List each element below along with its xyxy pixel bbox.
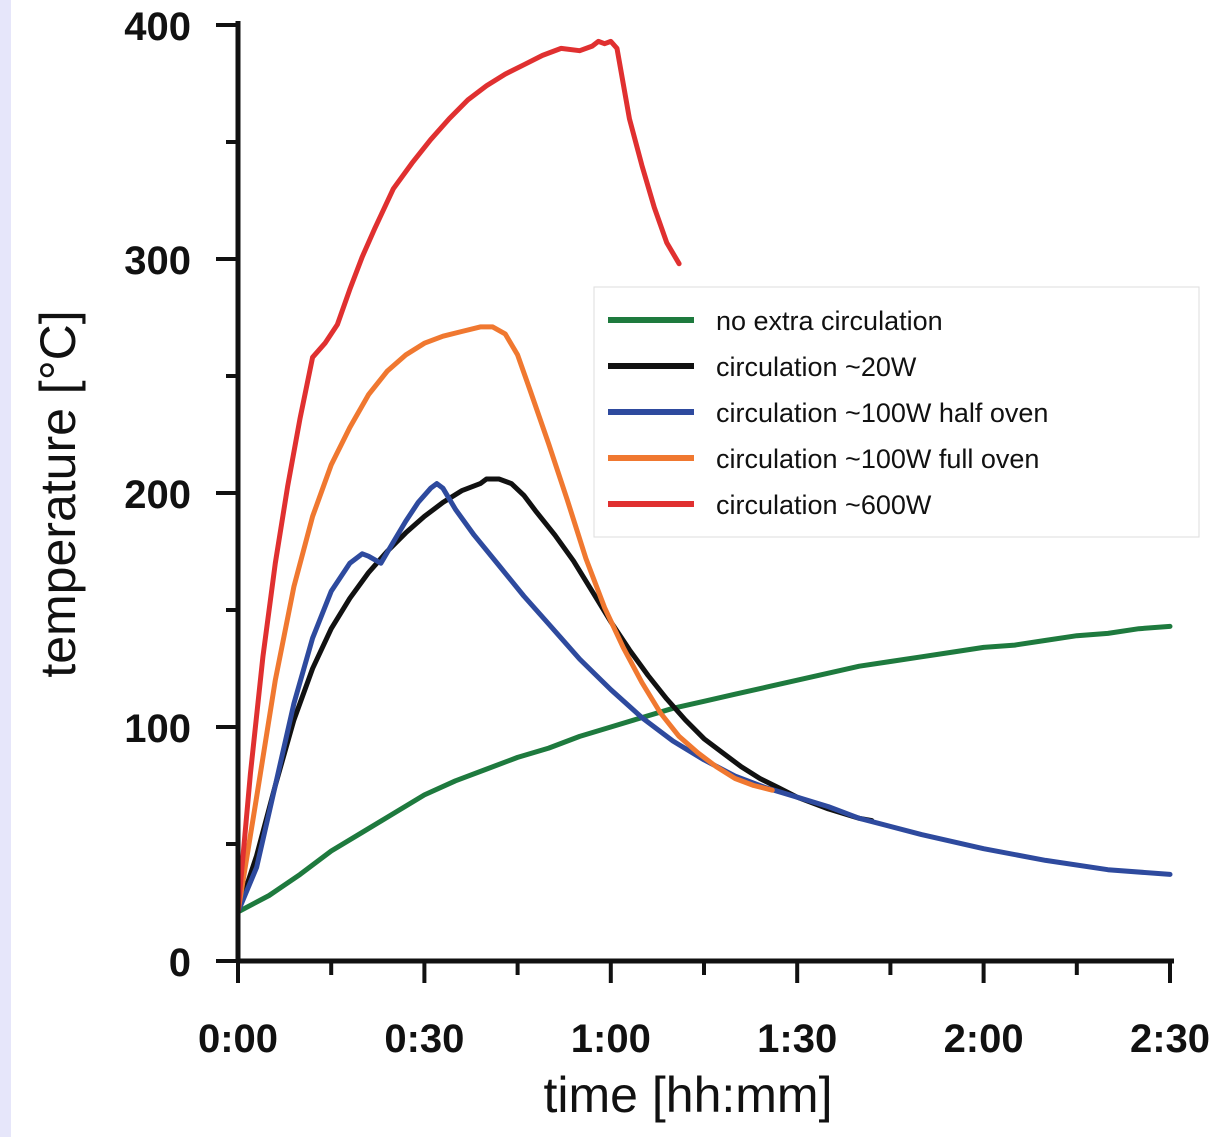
y-tick-label: 300 (124, 239, 191, 283)
y-tick-label: 200 (124, 473, 191, 517)
series-layer (235, 38, 1173, 915)
x-tick-label: 2:00 (944, 1017, 1024, 1061)
y-tick-label: 0 (169, 941, 191, 985)
legend-label-1: no extra circulation (716, 306, 943, 336)
x-tick-label: 1:30 (757, 1017, 837, 1061)
legend: no extra circulation circulation ~20W circ… (608, 306, 1048, 520)
axes-layer: 0:00 0:30 1:00 1:30 2:00 2:30 0 100 200 300 400 (124, 5, 1210, 1061)
x-tick-label: 0:30 (384, 1017, 464, 1061)
legend-box (593, 286, 1200, 538)
x-tick-label: 1:00 (571, 1017, 651, 1061)
series-line-1 (235, 623, 1173, 915)
series-line-5 (235, 38, 682, 915)
x-axis-title: time [hh:mm] (544, 1067, 833, 1123)
series-line-2 (235, 476, 875, 915)
series-line-3 (235, 481, 1173, 915)
legend-label-2: circulation ~20W (716, 352, 917, 382)
chart-frame: 0:00 0:30 1:00 1:30 2:00 2:30 0 100 200 300 400 no… (11, 0, 1221, 1137)
legend-label-4: circulation ~100W full oven (716, 444, 1039, 474)
x-tick-label: 0:00 (198, 1017, 278, 1061)
series-line-4 (235, 324, 775, 915)
y-tick-label: 100 (124, 707, 191, 751)
y-tick-label: 400 (124, 5, 191, 49)
chart: 0:00 0:30 1:00 1:30 2:00 2:30 0 100 200 300 400 no… (30, 5, 1210, 1123)
legend-label-5: circulation ~600W (716, 490, 932, 520)
x-tick-label: 2:30 (1130, 1017, 1210, 1061)
y-axis-title: temperature [°C] (30, 310, 86, 677)
legend-label-3: circulation ~100W half oven (716, 398, 1048, 428)
